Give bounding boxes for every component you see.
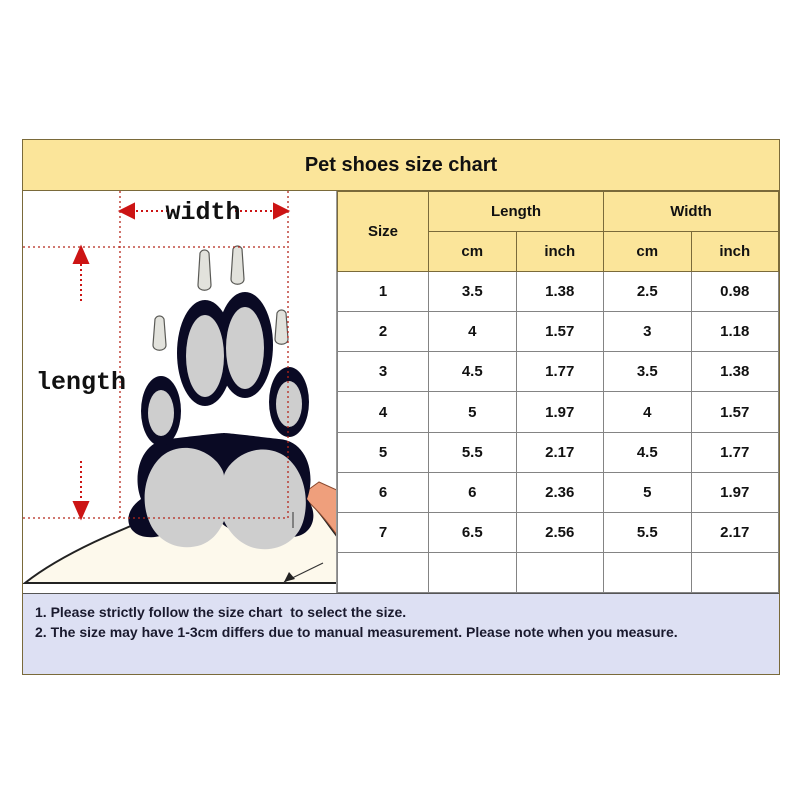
svg-text:width: width (165, 198, 240, 227)
svg-text:length: length (36, 368, 126, 397)
